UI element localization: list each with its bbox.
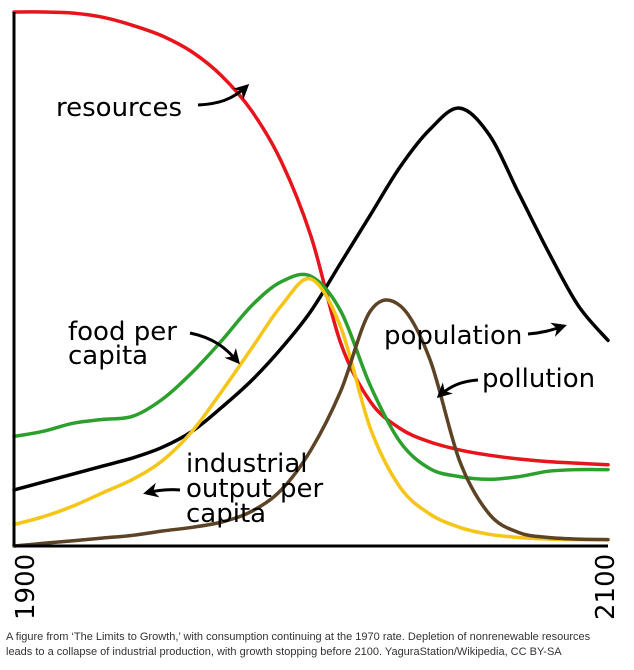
industrial-annotation: industrial output per capita [186,449,331,529]
pollution-annotation-line: pollution [482,364,595,394]
food-annotation-line-2: capita [68,341,148,371]
x-tick-start: 1900 [11,554,41,620]
population-arrow [527,322,567,337]
limits-to-growth-chart: 1900 2100 resources food per capita popu… [11,10,621,620]
x-tick-end: 2100 [591,554,621,620]
resources-annotation-line: resources [56,93,182,123]
series-line-food-per-capita [12,272,610,482]
industrial-annotation-line-2: output per [186,474,324,504]
resources-arrow [197,83,250,107]
population-annotation: population [384,321,522,351]
industrial-annotation-line-1: industrial [186,449,308,479]
food-arrow [189,331,240,365]
food-annotation: food per capita [68,317,185,371]
figure-caption: A figure from ‘The Limits to Growth,’ wi… [6,631,591,658]
chart-area: 1900 2100 resources food per capita popu… [11,10,621,620]
industrial-arrow [143,482,181,498]
population-annotation-line: population [384,321,522,351]
industrial-annotation-line-3: capita [186,499,266,529]
series-line-resources [12,10,610,467]
pollution-arrow [436,378,479,399]
series-line-industrial-output-per-capita [12,276,610,542]
resources-annotation: resources [56,93,182,123]
series-line-population [12,106,610,492]
series-line-pollution [12,298,610,548]
food-annotation-line-1: food per [68,317,177,347]
series-layer [12,10,610,548]
pollution-annotation: pollution [482,364,595,394]
